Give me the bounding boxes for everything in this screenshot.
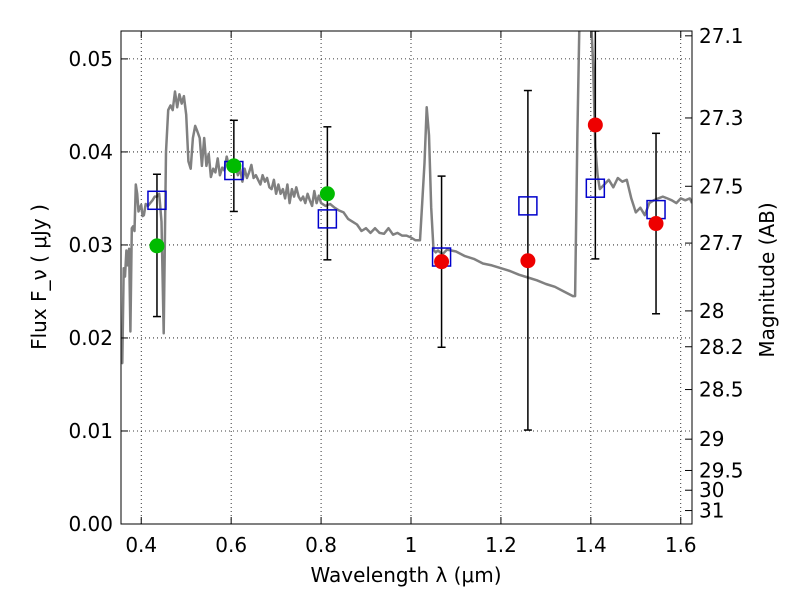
model-flux-box bbox=[585, 178, 606, 198]
y2-tick-label: 30 bbox=[699, 478, 724, 502]
plot-frame bbox=[120, 30, 693, 525]
y-tick-label: 0.00 bbox=[68, 512, 113, 536]
observed-point-red bbox=[520, 253, 536, 269]
y2-tick-label: 29 bbox=[699, 427, 724, 451]
data-layer bbox=[121, 31, 692, 431]
y-tick-label: 0.04 bbox=[68, 140, 113, 164]
y2-tick-label: 27.1 bbox=[699, 24, 744, 48]
observed-point-red bbox=[648, 216, 664, 232]
observed-point-green bbox=[319, 186, 335, 202]
model-flux-box bbox=[317, 209, 338, 229]
y2-tick-label: 31 bbox=[699, 499, 724, 523]
model-flux-box bbox=[147, 190, 167, 211]
sed-template-curve bbox=[121, 31, 692, 365]
x-tick-label: 0.4 bbox=[125, 533, 157, 557]
y2-tick-label: 28 bbox=[699, 299, 724, 323]
x-axis-title: Wavelength λ (μm) bbox=[310, 563, 501, 587]
x-tick-label: 1.4 bbox=[575, 533, 607, 557]
x-tick-label: 1.6 bbox=[665, 533, 697, 557]
y-tick-label: 0.03 bbox=[68, 233, 113, 257]
model-flux-box bbox=[518, 196, 538, 216]
y2-tick-label: 28.2 bbox=[699, 335, 744, 359]
y2-tick-label: 28.5 bbox=[699, 378, 744, 402]
x-tick-label: 0.8 bbox=[305, 533, 337, 557]
x-tick-label: 1.2 bbox=[485, 533, 517, 557]
observed-point-green bbox=[226, 158, 242, 174]
observed-point-red bbox=[434, 254, 450, 270]
x-tick-label: 1 bbox=[405, 533, 418, 557]
observed-point-green bbox=[149, 238, 165, 254]
y2-tick-label: 27.7 bbox=[699, 231, 744, 255]
y2-tick-label: 27.3 bbox=[699, 106, 744, 130]
axes: 0.4 0.6 0.8 1 1.2 1.4 1.6 0.00 0.01 0.02 0.03 0.04 0… bbox=[68, 24, 743, 557]
y-tick-label: 0.05 bbox=[68, 47, 113, 71]
y2-tick-label: 29.5 bbox=[699, 458, 744, 482]
y-tick-label: 0.02 bbox=[68, 326, 113, 350]
y2-axis-title: Magnitude (AB) bbox=[755, 202, 779, 357]
y2-tick-label: 27.5 bbox=[699, 174, 744, 198]
observed-point-red bbox=[587, 117, 603, 133]
y-axis-title: Flux F_ν ( μJy ) bbox=[27, 204, 51, 350]
y-tick-label: 0.01 bbox=[68, 419, 113, 443]
x-tick-label: 0.6 bbox=[215, 533, 247, 557]
